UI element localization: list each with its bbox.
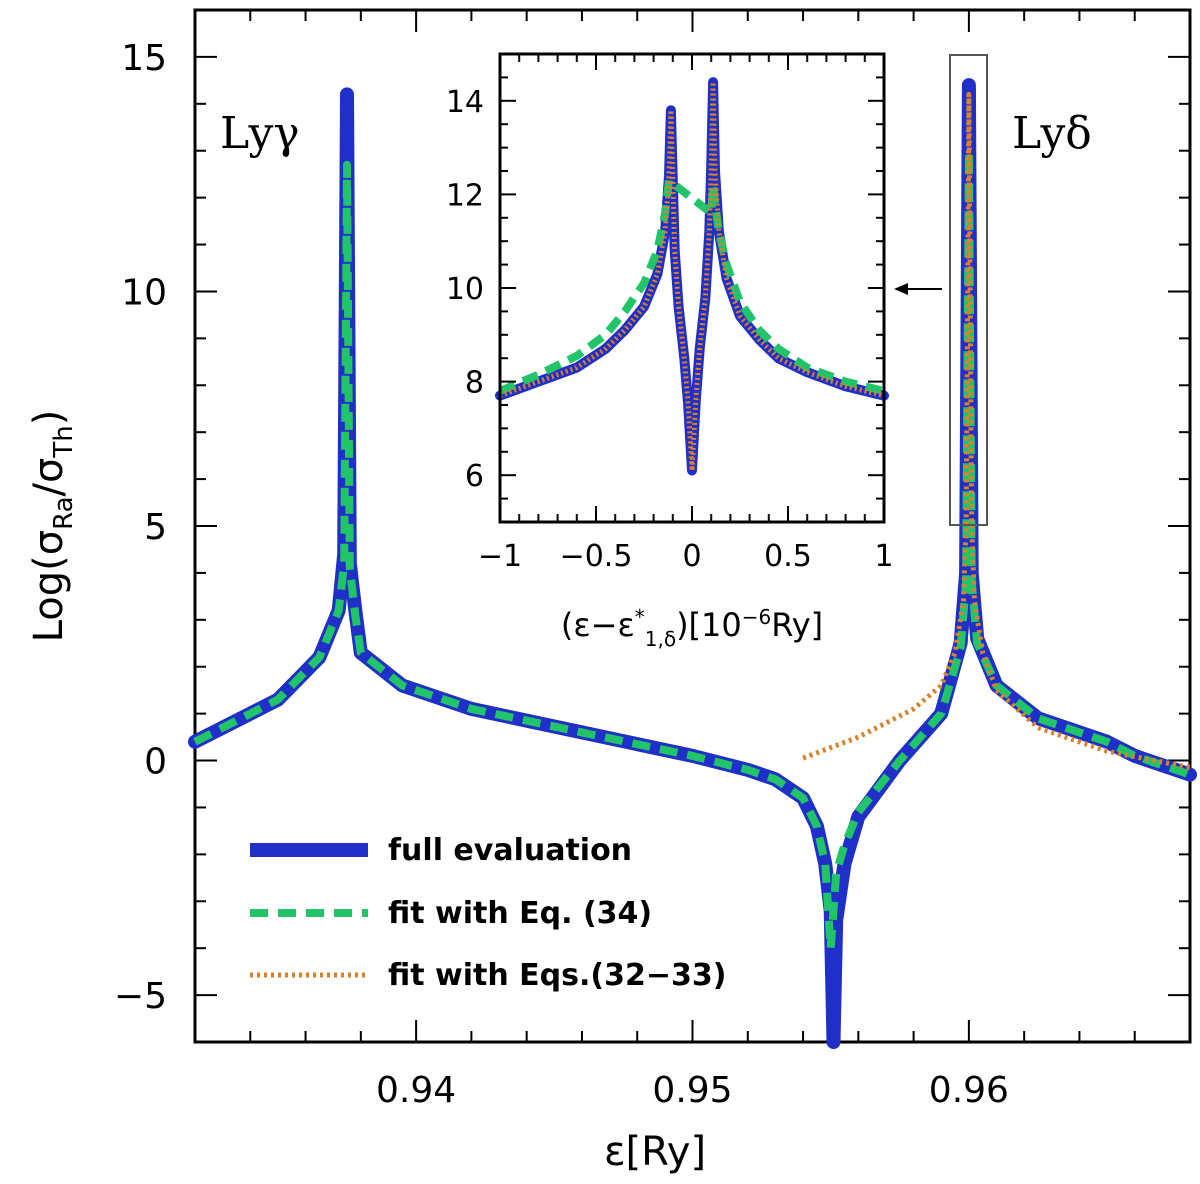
inset-y-tick-label: 10 [446, 272, 484, 307]
inset-series-dotted [499, 79, 885, 473]
inset-series [495, 77, 889, 476]
annotation-ly-gamma: Lyγ [220, 108, 300, 159]
inset-y-tick-label: 12 [446, 178, 484, 213]
inset-x-tick-label: 0 [682, 539, 701, 574]
inset-x-tick-label: −0.5 [560, 539, 633, 574]
inset-x-tick-label: 0.5 [764, 539, 812, 574]
zoom-arrow-head [894, 283, 908, 295]
inset-x-tick-label: 1 [874, 539, 893, 574]
legend-label-full-evaluation: full evaluation [388, 833, 632, 868]
main-x-tick-label: 0.95 [652, 1070, 732, 1111]
main-y-tick-label: 10 [121, 272, 167, 313]
main-y-axis-title: Log(σRa/σTh) [26, 410, 79, 643]
inset-ticks [499, 53, 885, 523]
main-x-tick-label: 0.96 [929, 1070, 1009, 1111]
main-series-dotted [802, 91, 1191, 771]
y-title-suffix: ) [26, 410, 72, 426]
inset-x-title-sup: * [635, 605, 645, 629]
y-title-mid: /σ [26, 458, 72, 497]
y-title-sub2: Th [49, 425, 79, 458]
inset-x-axis-title: (ε−ε*1,δ)[10−6Ry] [561, 605, 823, 651]
legend-label-eq3233: fit with Eqs.(32−33) [388, 958, 726, 993]
inset-x-title-mid: )[10 [676, 606, 742, 644]
legend-label-eq34: fit with Eq. (34) [388, 896, 652, 931]
y-title-prefix: Log(σ [26, 530, 72, 642]
inset-x-title-prefix: (ε−ε [561, 606, 635, 644]
inset-y-tick-label: 8 [465, 366, 484, 401]
main-series [188, 78, 1197, 1049]
y-title-sub1: Ra [49, 496, 79, 529]
main-y-tick-label: 0 [144, 742, 167, 783]
main-series-dashed [193, 146, 1192, 953]
inset-plot: −1 −0.5 0 0.5 1 6 8 10 12 14 (ε−ε*1,δ)[10−6Ry] [446, 52, 894, 651]
inset-x-title-suffix: Ry] [771, 606, 823, 644]
main-ticks [194, 9, 1191, 1043]
inset-x-tick-label: −1 [478, 539, 522, 574]
inset-tick-labels: −1 −0.5 0 0.5 1 6 8 10 12 14 [446, 85, 894, 574]
inset-y-tick-label: 14 [446, 85, 484, 120]
main-x-axis-title: ε[Ry] [604, 1129, 706, 1175]
main-y-tick-label: 15 [121, 38, 167, 79]
inset-y-tick-label: 6 [465, 459, 484, 494]
zoom-region-box [949, 54, 988, 526]
main-y-tick-label: 5 [144, 507, 167, 548]
inset-x-title-sup2: −6 [742, 605, 771, 629]
annotation-ly-delta: Lyδ [1012, 108, 1092, 159]
main-x-tick-label: 0.94 [376, 1070, 456, 1111]
main-y-tick-label: −5 [114, 976, 167, 1017]
inset-x-title-sub: 1,δ [645, 627, 676, 651]
legend: full evaluation fit with Eq. (34) fit wi… [250, 833, 726, 993]
